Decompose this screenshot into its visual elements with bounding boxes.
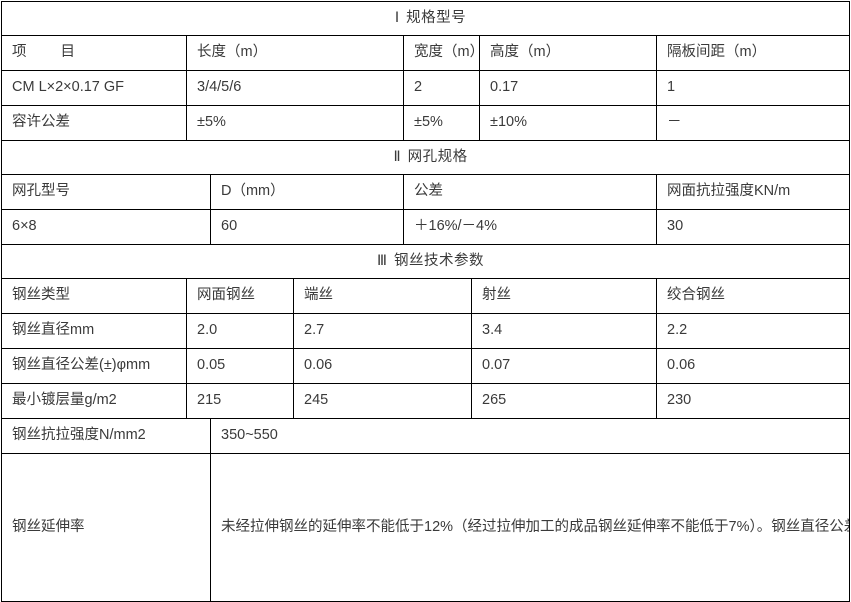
section-label-3: 钢丝技术参数 [394,252,484,269]
column-header-height: 高度（m） [479,35,657,71]
column-header-tensile-strength: 网面抗拉强度KN/m [655,174,851,210]
cell-tolerance-width: ±5% [403,105,480,141]
column-header-item: 项目 [1,35,187,71]
column-header-twisted-wire: 绞合钢丝 [655,278,851,314]
cell-tolerance-length: ±5% [186,105,404,141]
column-header-mesh-wire: 网面钢丝 [186,278,294,314]
column-header-width: 宽度（m） [403,35,480,71]
column-header-shot-wire: 射丝 [471,278,657,314]
table-row-wire-elongation: 钢丝延伸率 未经拉伸钢丝的延伸率不能低于12%（经过拉伸加工的成品钢丝延伸率不能… [1,453,851,602]
section-label-1: 规格型号 [406,9,467,26]
section-label-2: 网孔规格 [407,148,468,165]
cell-wire-diameter-label: 钢丝直径mm [1,313,187,349]
section-header-row-spec-model: Ⅰ 规格型号 [0,1,851,36]
cell-mesh-diameter: 60 [210,209,404,245]
table-row-wire-diameter-tolerance: 钢丝直径公差(±)φmm 0.05 0.06 0.07 0.06 [1,348,851,384]
table-row-wire-diameter: 钢丝直径mm 2.0 2.7 3.4 2.2 [1,313,851,349]
column-header-mesh-model: 网孔型号 [1,174,211,210]
section-numeral-3: Ⅲ [377,252,387,269]
table-row-wire-header: 钢丝类型 网面钢丝 端丝 射丝 绞合钢丝 [1,278,851,314]
cell-mesh-tolerance: ＋16%/－4% [403,209,657,245]
column-header-diameter: D（mm） [210,174,404,210]
cell-wire-tensile-value: 350~550 [209,418,851,454]
column-header-partition-spacing: 隔板间距（m） [655,35,851,71]
section-header-row-mesh-spec: Ⅱ 网孔规格 [0,140,851,175]
cell-model-height: 0.17 [479,70,657,106]
cell-model-width: 2 [403,70,480,106]
cell-coating-end: 245 [293,383,472,419]
cell-wire-diameter-mesh: 2.0 [186,313,294,349]
cell-tolerance-label: 容许公差 [1,105,187,141]
cell-coating-mesh: 215 [186,383,294,419]
cell-wire-diameter-end: 2.7 [293,313,472,349]
cell-wire-tolerance-mesh: 0.05 [186,348,294,384]
table-row-mesh-header: 网孔型号 D（mm） 公差 网面抗拉强度KN/m [1,174,851,210]
section-title-spec-model: Ⅰ 规格型号 [0,1,851,36]
column-header-mesh-tolerance: 公差 [403,174,657,210]
section-numeral-1: Ⅰ [394,9,400,26]
cell-wire-tolerance-end: 0.06 [293,348,472,384]
cell-tolerance-height: ±10% [479,105,657,141]
cell-model-partition-spacing: 1 [655,70,851,106]
cell-wire-tensile-label: 钢丝抗拉强度N/mm2 [1,418,211,454]
table-row-tolerance: 容许公差 ±5% ±5% ±10% － [1,105,851,141]
section-title-mesh-spec: Ⅱ 网孔规格 [0,140,851,175]
cell-coating-shot: 265 [471,383,657,419]
column-header-wire-type: 钢丝类型 [1,278,187,314]
cell-mesh-model: 6×8 [1,209,211,245]
column-header-end-wire: 端丝 [293,278,472,314]
column-header-length: 长度（m） [186,35,404,71]
cell-tolerance-partition-spacing: － [655,105,851,141]
cell-wire-diameter-shot: 3.4 [471,313,657,349]
cell-model-name: CM L×2×0.17 GF [1,70,187,106]
section-title-wire-params: Ⅲ 钢丝技术参数 [0,244,851,279]
table-row-mesh-values: 6×8 60 ＋16%/－4% 30 [1,209,851,245]
table-row-spec-model-header: 项目 长度（m） 宽度（m） 高度（m） 隔板间距（m） [1,35,851,71]
table-row-coating-weight: 最小镀层量g/m2 215 245 265 230 [1,383,851,419]
cell-wire-elongation-value: 未经拉伸钢丝的延伸率不能低于12%（经过拉伸加工的成品钢丝延伸率不能低于7%）。… [209,453,851,602]
section-header-row-wire-params: Ⅲ 钢丝技术参数 [0,244,851,279]
cell-coating-label: 最小镀层量g/m2 [1,383,187,419]
section-numeral-2: Ⅱ [393,148,401,165]
cell-coating-twisted: 230 [655,383,851,419]
cell-wire-tolerance-twisted: 0.06 [655,348,851,384]
cell-wire-tolerance-label: 钢丝直径公差(±)φmm [1,348,187,384]
cell-wire-elongation-label: 钢丝延伸率 [1,453,211,602]
cell-mesh-tensile-strength: 30 [655,209,851,245]
table-row-wire-tensile-strength: 钢丝抗拉强度N/mm2 350~550 [1,418,851,454]
cell-wire-diameter-twisted: 2.2 [655,313,851,349]
cell-model-length: 3/4/5/6 [186,70,404,106]
table-row-model: CM L×2×0.17 GF 3/4/5/6 2 0.17 1 [1,70,851,106]
cell-wire-tolerance-shot: 0.07 [471,348,657,384]
